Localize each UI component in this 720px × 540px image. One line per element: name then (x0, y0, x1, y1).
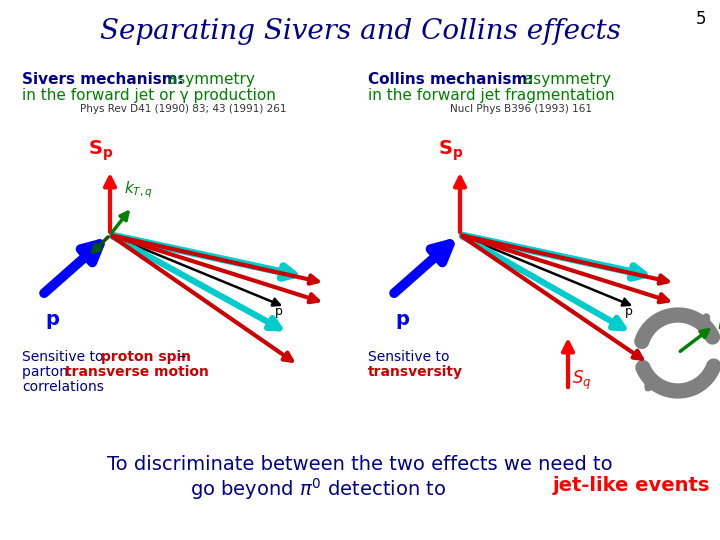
Text: Sensitive to: Sensitive to (368, 350, 449, 364)
Text: p: p (395, 310, 409, 329)
Text: transversity: transversity (368, 365, 463, 379)
Text: proton spin: proton spin (101, 350, 191, 364)
Text: asymmetry: asymmetry (163, 72, 255, 87)
Text: p: p (45, 310, 59, 329)
Text: $\mathbf{S_p}$: $\mathbf{S_p}$ (88, 138, 113, 163)
Text: transverse motion: transverse motion (65, 365, 209, 379)
Text: correlations: correlations (22, 380, 104, 394)
Text: p: p (275, 305, 283, 318)
Text: $\mathbf{S_p}$: $\mathbf{S_p}$ (438, 138, 464, 163)
Text: in the forward jet or γ production: in the forward jet or γ production (22, 88, 276, 103)
Text: $S_q$: $S_q$ (572, 369, 592, 392)
Text: Sivers mechanism:: Sivers mechanism: (22, 72, 184, 87)
Text: in the forward jet fragmentation: in the forward jet fragmentation (368, 88, 615, 103)
Text: –: – (175, 350, 186, 364)
Text: go beyond $\pi^0$ detection to: go beyond $\pi^0$ detection to (190, 476, 447, 502)
Text: $k_{T,q}$: $k_{T,q}$ (124, 179, 153, 200)
Text: 5: 5 (696, 10, 706, 28)
Text: Collins mechanism:: Collins mechanism: (368, 72, 534, 87)
Text: Sensitive to: Sensitive to (22, 350, 108, 364)
Text: Phys Rev D41 (1990) 83; 43 (1991) 261: Phys Rev D41 (1990) 83; 43 (1991) 261 (80, 104, 287, 114)
Text: parton: parton (22, 365, 73, 379)
Text: $k_{T,\gamma}$: $k_{T,\gamma}$ (717, 315, 720, 336)
Text: p: p (625, 305, 633, 318)
Text: asymmetry: asymmetry (519, 72, 611, 87)
Text: Separating Sivers and Collins effects: Separating Sivers and Collins effects (99, 18, 621, 45)
Text: jet-like events: jet-like events (553, 476, 711, 495)
Text: Nucl Phys B396 (1993) 161: Nucl Phys B396 (1993) 161 (450, 104, 592, 114)
Text: To discriminate between the two effects we need to: To discriminate between the two effects … (107, 455, 613, 474)
